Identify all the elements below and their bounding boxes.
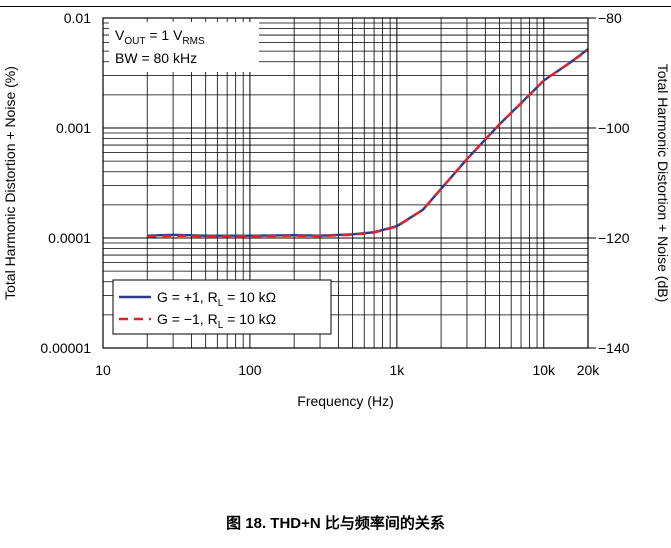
- top-rule: [0, 6, 671, 7]
- y-tick-label-left: 0.001: [56, 120, 91, 136]
- x-tick-label: 100: [238, 362, 262, 378]
- y-tick-label-right: −120: [598, 230, 630, 246]
- y-axis-title-left: Total Harmonic Distortion + Noise (%): [2, 66, 18, 300]
- legend-box: [112, 279, 332, 335]
- annotation-background: [109, 22, 259, 72]
- x-tick-label: 10: [95, 362, 111, 378]
- annotation-bandwidth: BW = 80 kHz: [115, 50, 197, 66]
- annotation-vout: VOUT = 1 VRMS: [115, 27, 205, 47]
- series-line-1: [147, 48, 589, 237]
- legend: G = +1, RL = 10 kΩ G = −1, RL = 10 kΩ: [112, 279, 332, 335]
- y-tick-label-right: −80: [598, 10, 622, 26]
- legend-label-series-1: G = +1, RL = 10 kΩ: [157, 289, 276, 309]
- x-tick-label: 20k: [577, 362, 601, 378]
- y-tick-label-left: 0.01: [64, 10, 91, 26]
- y-tick-label-left: 0.00001: [40, 340, 91, 356]
- thd-chart: 10 100 1k 10k 20k 0.01 0.001 0.0001 0.00001 −80 −1…: [2, 10, 671, 409]
- legend-label-series-2: G = −1, RL = 10 kΩ: [157, 311, 276, 331]
- plot-frame: [102, 17, 589, 349]
- y-tick-label-right: −100: [598, 120, 630, 136]
- y-tick-label-right: −140: [598, 340, 630, 356]
- x-axis-title: Frequency (Hz): [297, 393, 393, 409]
- ticks-layer: 10 100 1k 10k 20k 0.01 0.001 0.0001 0.00001 −80 −1…: [40, 10, 629, 378]
- annotation-box: VOUT = 1 VRMS BW = 80 kHz: [109, 22, 259, 72]
- y-axis-title-right: Total Harmonic Distortion + Noise (dB): [655, 64, 671, 302]
- figure-caption: 图 18. THD+N 比与频率间的关系: [226, 515, 445, 532]
- y-tick-label-left: 0.0001: [48, 230, 91, 246]
- x-tick-label: 10k: [532, 362, 556, 378]
- series-line-2: [147, 49, 589, 238]
- x-tick-label: 1k: [389, 362, 405, 378]
- series-layer: [147, 48, 589, 238]
